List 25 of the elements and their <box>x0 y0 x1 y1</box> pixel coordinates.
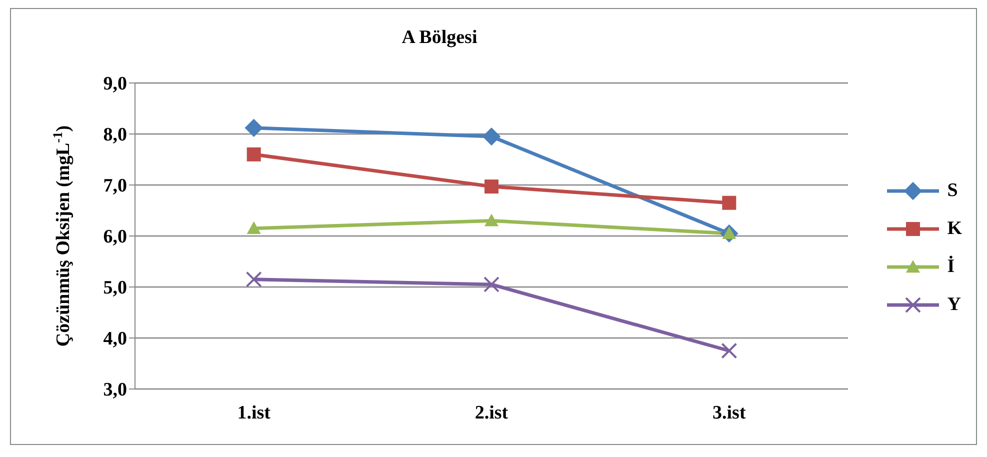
y-tick-label: 6,0 <box>103 226 127 248</box>
point <box>484 214 498 226</box>
point <box>246 221 261 234</box>
legend-label: K <box>947 218 962 240</box>
legend-label: S <box>947 180 958 202</box>
y-tick-label: 9,0 <box>103 74 127 95</box>
point <box>721 342 738 359</box>
point <box>246 271 262 288</box>
point <box>482 127 501 146</box>
y-tick-label: 8,0 <box>103 124 127 146</box>
y-tick-label: 3,0 <box>103 380 127 401</box>
y-tick-label: 4,0 <box>103 328 127 350</box>
point <box>484 276 500 292</box>
legend-label: İ <box>947 256 955 278</box>
point <box>244 118 263 137</box>
x-tick-label: 2.ist <box>474 402 509 424</box>
y-tick-label: 5,0 <box>103 278 127 299</box>
point <box>246 147 261 162</box>
x-tick-label: 1.ist <box>237 402 272 424</box>
x-tick-label: 3.ist <box>712 402 746 424</box>
point <box>722 196 736 210</box>
legend-label: Y <box>947 294 961 316</box>
y-tick-label: 7,0 <box>103 176 127 197</box>
point <box>484 180 498 194</box>
chart-title: A Bölgesi <box>400 27 478 49</box>
